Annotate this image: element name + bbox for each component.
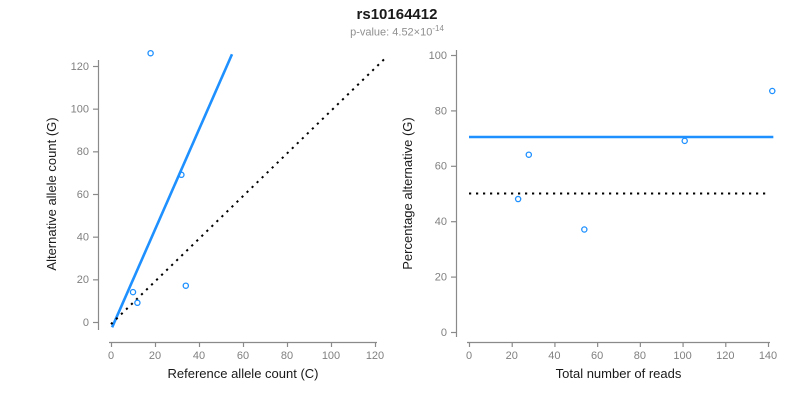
data-point bbox=[147, 49, 154, 57]
data-point bbox=[681, 137, 688, 145]
y-tick-label: 80 bbox=[77, 146, 89, 158]
left-scatter-panel: 0 20 40 60 80 100 120 0 20 40 60 80 100 120 Reference … bbox=[44, 49, 388, 381]
y-tick-label: 40 bbox=[77, 232, 89, 244]
y-tick-label: 100 bbox=[71, 104, 89, 116]
y-tick-label: 60 bbox=[77, 189, 89, 201]
y-tick-label: 20 bbox=[77, 274, 89, 286]
data-point bbox=[525, 151, 533, 158]
x-axis-title: Reference allele count (C) bbox=[167, 366, 318, 381]
identity-line bbox=[110, 55, 388, 325]
x-tick-label: 40 bbox=[193, 350, 205, 362]
y-tick-label: 40 bbox=[435, 216, 447, 228]
y-tick-label: 0 bbox=[441, 327, 447, 339]
data-point bbox=[134, 299, 141, 307]
x-tick-label: 80 bbox=[281, 350, 293, 362]
x-tick-label: 20 bbox=[149, 350, 161, 362]
y-tick-label: 60 bbox=[435, 161, 447, 173]
y-tick-label: 120 bbox=[71, 61, 89, 73]
chart-title: rs10164412 bbox=[356, 6, 438, 23]
y-axis-title: Alternative allele count (G) bbox=[44, 117, 59, 270]
chart-subtitle: p-value: 4.52×10-14 bbox=[0, 24, 794, 39]
x-tick-label: 140 bbox=[759, 350, 777, 362]
right-scatter-panel: 0 20 40 60 80 100 0 20 40 60 80 100 120 140 Total numb… bbox=[400, 50, 777, 381]
data-point bbox=[514, 195, 522, 203]
data-point bbox=[581, 226, 588, 233]
x-tick-label: 120 bbox=[366, 350, 384, 362]
x-axis-title: Total number of reads bbox=[556, 366, 682, 381]
y-tick-label: 100 bbox=[429, 50, 447, 62]
x-tick-label: 120 bbox=[716, 350, 734, 362]
y-tick-label: 0 bbox=[83, 317, 89, 329]
x-tick-label: 0 bbox=[108, 350, 114, 362]
x-tick-label: 100 bbox=[673, 350, 691, 362]
fit-line bbox=[110, 53, 234, 328]
x-tick-label: 60 bbox=[237, 350, 249, 362]
x-tick-label: 0 bbox=[466, 350, 472, 362]
x-tick-label: 40 bbox=[548, 350, 560, 362]
y-tick-label: 20 bbox=[435, 271, 447, 283]
x-tick-label: 60 bbox=[591, 350, 603, 362]
data-point bbox=[769, 87, 776, 95]
x-tick-label: 100 bbox=[322, 350, 340, 362]
pvalue-exponent: -14 bbox=[432, 24, 444, 33]
y-axis-title: Percentage alternative (G) bbox=[400, 117, 415, 269]
data-point bbox=[182, 282, 190, 289]
data-point bbox=[129, 288, 137, 296]
pvalue-text: p-value: 4.52×10 bbox=[350, 26, 433, 39]
x-tick-label: 80 bbox=[634, 350, 646, 362]
data-point bbox=[178, 171, 185, 179]
x-tick-label: 20 bbox=[506, 350, 518, 362]
y-tick-label: 80 bbox=[435, 105, 447, 117]
